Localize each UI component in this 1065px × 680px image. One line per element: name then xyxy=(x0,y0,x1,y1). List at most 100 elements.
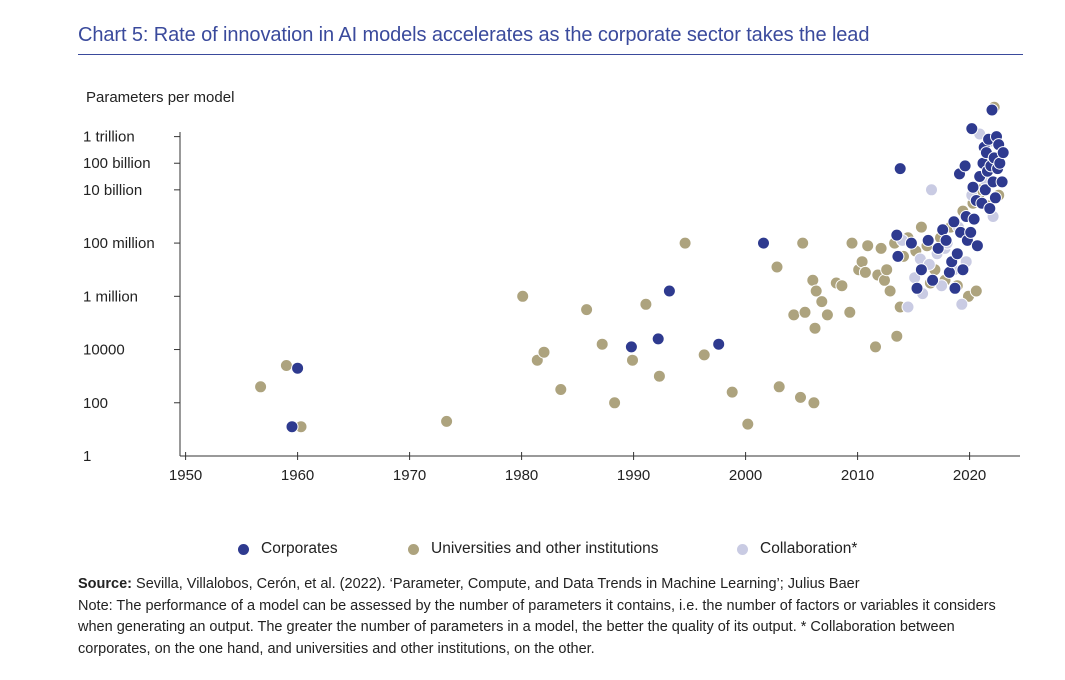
y-tick-label: 1 trillion xyxy=(83,129,135,146)
y-tick-label: 1 million xyxy=(83,288,138,305)
data-point-collaboration xyxy=(955,297,969,311)
chart-legend: Corporates Universities and other instit… xyxy=(0,540,1065,562)
source-label: Source: xyxy=(78,576,132,592)
data-point-universities xyxy=(678,236,692,250)
y-tick-label: 10000 xyxy=(83,342,125,359)
chart-footer: Source: Sevilla, Villalobos, Cerón, et a… xyxy=(78,574,1028,660)
data-point-corporates xyxy=(651,332,665,346)
x-tick-label: 1950 xyxy=(169,467,202,484)
data-point-corporates xyxy=(970,239,984,253)
data-point-universities xyxy=(639,297,653,311)
data-point-corporates xyxy=(950,247,964,261)
data-point-corporates xyxy=(948,281,962,295)
legend-item-universities: Universities and other institutions xyxy=(408,540,658,558)
data-point-corporates xyxy=(988,191,1002,205)
data-point-universities xyxy=(845,236,859,250)
legend-marker-universities xyxy=(408,543,419,555)
data-point-universities xyxy=(890,329,904,343)
x-tick-label: 1970 xyxy=(393,467,426,484)
data-point-universities xyxy=(914,220,928,234)
data-point-universities xyxy=(279,359,293,372)
data-point-corporates xyxy=(921,233,935,247)
data-point-universities xyxy=(878,273,891,287)
data-point-corporates xyxy=(890,228,904,242)
data-point-universities xyxy=(516,289,530,303)
data-point-collaboration xyxy=(901,300,915,314)
data-point-universities xyxy=(869,340,882,354)
data-point-universities xyxy=(608,396,622,410)
data-point-universities xyxy=(254,380,268,394)
data-point-universities xyxy=(806,273,820,287)
data-point-universities xyxy=(808,321,822,335)
data-point-universities xyxy=(969,284,983,298)
data-point-corporates xyxy=(285,420,299,434)
title-divider xyxy=(78,54,1023,55)
legend-item-collaboration: Collaboration* xyxy=(737,540,857,558)
data-point-universities xyxy=(858,265,872,279)
data-point-universities xyxy=(652,369,666,383)
data-point-corporates xyxy=(965,122,979,136)
data-point-corporates xyxy=(947,215,961,229)
data-point-corporates xyxy=(966,180,980,194)
chart-points xyxy=(254,100,1010,434)
data-point-universities xyxy=(626,353,639,367)
data-point-corporates xyxy=(942,265,956,279)
data-point-universities xyxy=(815,295,829,309)
x-tick-label: 1980 xyxy=(505,467,538,484)
data-point-universities xyxy=(580,303,594,317)
data-point-universities xyxy=(787,308,801,322)
x-tick-label: 1990 xyxy=(617,467,650,484)
data-point-universities xyxy=(883,284,897,298)
legend-label-universities: Universities and other institutions xyxy=(431,540,659,557)
data-point-collaboration xyxy=(925,183,938,197)
data-point-universities xyxy=(741,417,755,431)
data-point-universities xyxy=(554,383,568,396)
legend-label-collaboration: Collaboration* xyxy=(760,540,858,557)
data-point-corporates xyxy=(978,183,992,197)
data-point-universities xyxy=(807,396,821,410)
source-text: Sevilla, Villalobos, Cerón, et al. (2022… xyxy=(136,576,860,592)
data-point-corporates xyxy=(958,159,972,173)
data-point-corporates xyxy=(996,146,1010,160)
source-line: Source: Sevilla, Villalobos, Cerón, et a… xyxy=(78,574,1028,596)
data-point-corporates xyxy=(291,361,305,375)
data-point-corporates xyxy=(967,212,981,226)
data-point-universities xyxy=(874,241,888,255)
data-point-universities xyxy=(794,390,807,404)
chart-axes: 1 100 10000 1 million 100 million 10 billion 1… xyxy=(83,129,1020,484)
data-point-universities xyxy=(537,345,551,359)
data-point-universities xyxy=(697,348,711,362)
data-point-universities xyxy=(725,385,739,399)
data-point-corporates xyxy=(983,202,997,215)
data-point-corporates xyxy=(891,249,905,263)
data-point-universities xyxy=(861,239,875,253)
data-point-corporates xyxy=(956,263,970,277)
y-tick-label: 100 billion xyxy=(83,155,151,172)
data-point-corporates xyxy=(985,103,999,117)
data-point-corporates xyxy=(904,236,918,250)
y-axis-label: Parameters per model xyxy=(86,89,235,106)
y-tick-label: 100 xyxy=(83,395,108,412)
data-point-corporates xyxy=(931,241,945,255)
data-point-corporates xyxy=(910,281,924,295)
data-point-corporates xyxy=(662,284,676,298)
x-tick-label: 2000 xyxy=(729,467,762,484)
data-point-universities xyxy=(843,305,857,319)
data-point-universities xyxy=(820,308,834,322)
data-point-corporates xyxy=(914,263,928,277)
y-tick-label: 1 xyxy=(83,448,91,465)
data-point-universities xyxy=(440,414,454,428)
legend-marker-collaboration xyxy=(737,543,748,555)
legend-marker-corporates xyxy=(238,543,249,555)
legend-item-corporates: Corporates xyxy=(238,540,338,558)
y-tick-label: 100 million xyxy=(83,235,155,252)
data-point-corporates xyxy=(964,225,978,239)
data-point-universities xyxy=(796,236,810,250)
data-point-universities xyxy=(595,337,609,351)
x-tick-label: 1960 xyxy=(281,467,314,484)
x-tick-label: 2010 xyxy=(841,467,874,484)
data-point-universities xyxy=(772,380,786,394)
data-point-universities xyxy=(798,305,812,319)
y-tick-label: 10 billion xyxy=(83,182,142,199)
data-point-corporates xyxy=(995,175,1009,189)
